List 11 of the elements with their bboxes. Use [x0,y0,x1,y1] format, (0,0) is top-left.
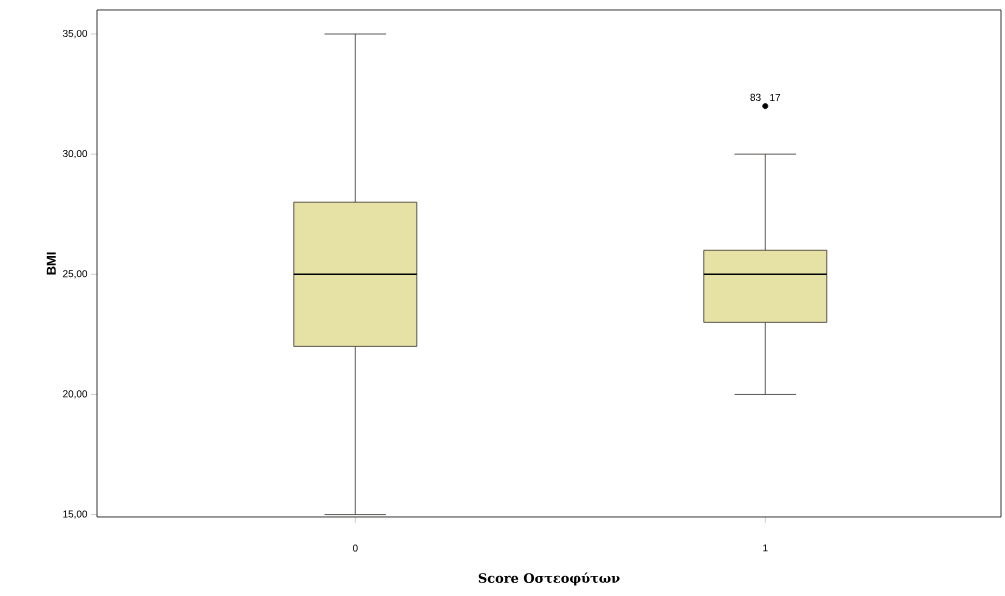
annotation: 83 [750,93,761,101]
x-axis-title: Score Οστεοφύτων [478,572,620,586]
y-tick-label: 35,00 [62,29,88,39]
annotation: 17 [770,94,781,101]
y-axis-title: BMI [46,252,56,275]
y-tick-label: 25,00 [63,270,88,279]
y-tick-label: 15,00 [63,510,88,519]
x-tick-label: 0 [352,544,358,552]
y-tick-label: 20,00 [63,390,88,399]
x-tick-label: 1 [763,544,768,552]
y-tick-label: 30,00 [62,150,88,159]
